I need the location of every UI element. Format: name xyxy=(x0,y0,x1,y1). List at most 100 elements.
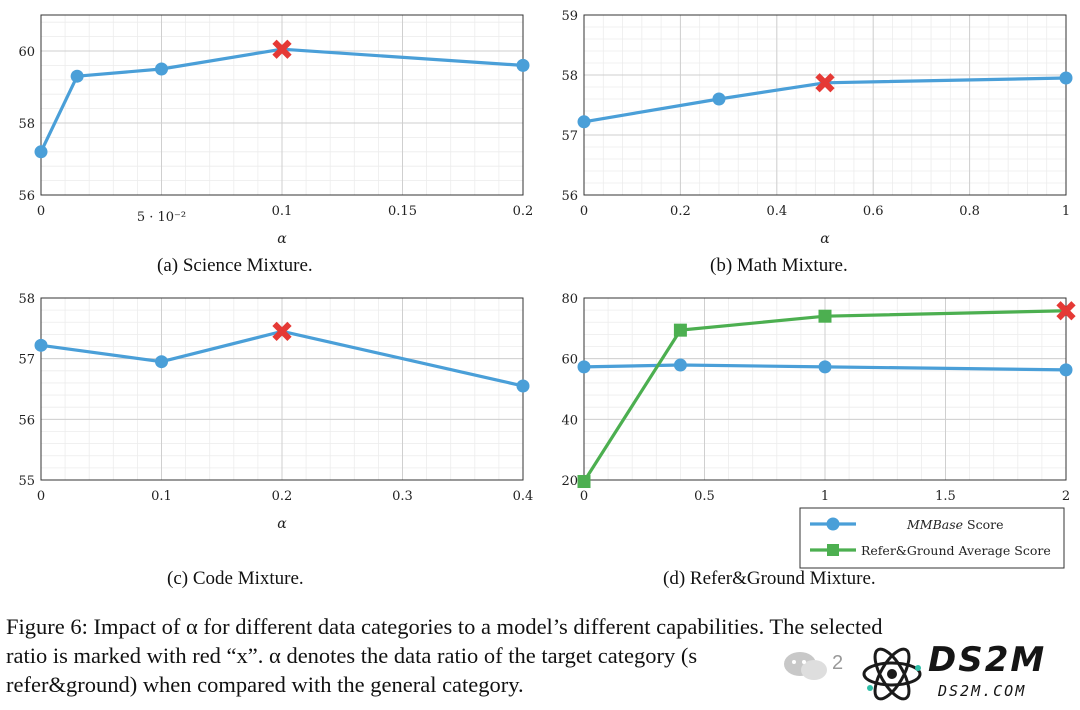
x-axis-label-b: α xyxy=(820,231,830,247)
x-axis-label-a: α xyxy=(277,231,287,247)
watermark-url: DS2M.COM xyxy=(938,682,1027,700)
watermark-brand: DS2M xyxy=(928,640,1047,680)
x-tick-label-a-2: 0.1 xyxy=(272,204,293,219)
y-tick-label-c-3: 58 xyxy=(18,292,35,307)
grid-b xyxy=(583,14,1067,196)
y-tick-label-b-0: 56 xyxy=(561,189,578,204)
data-point-a-0-1 xyxy=(70,69,84,83)
chat-bubble-icon xyxy=(784,652,827,680)
data-point-d-0-1 xyxy=(673,358,687,372)
legend-d: MMBase Score Refer&Ground Average Score xyxy=(799,507,1065,569)
selected-x-marker-a xyxy=(272,39,292,59)
selected-x-marker-d xyxy=(1056,301,1076,321)
x-tick-label-b-3: 0.6 xyxy=(863,204,884,219)
x-tick-label-b-2: 0.4 xyxy=(766,204,787,219)
caption-code: (c) Code Mixture. xyxy=(167,568,304,589)
data-point-a-0-0 xyxy=(34,145,48,159)
data-point-d-1-0 xyxy=(577,475,591,489)
caption-math: (b) Math Mixture. xyxy=(710,255,848,276)
y-tick-label-d-2: 60 xyxy=(561,353,578,368)
series-d-1 xyxy=(577,309,1067,489)
series-line-d-1 xyxy=(582,309,1067,483)
legend-box xyxy=(799,507,1065,569)
x-tick-label-d-4: 2 xyxy=(1062,489,1070,504)
grid-c xyxy=(40,297,524,481)
x-tick-label-b-1: 0.2 xyxy=(670,204,691,219)
series-b-0 xyxy=(577,71,1073,129)
figure-caption-line-1: Figure 6: Impact of α for different data… xyxy=(6,614,883,639)
caption-refer-ground: (d) Refer&Ground Mixture. xyxy=(663,568,876,589)
plot-frame-d xyxy=(583,297,1067,481)
y-tick-label-a-2: 60 xyxy=(18,45,35,60)
data-point-c-0-0 xyxy=(34,338,48,352)
x-tick-label-c-0: 0 xyxy=(37,489,45,504)
series-c-0 xyxy=(34,329,530,393)
figure-caption: Figure 6: Impact of α for different data… xyxy=(6,612,1071,699)
selected-x-marker-b xyxy=(815,73,835,93)
x-tick-label-b-5: 1 xyxy=(1062,204,1070,219)
y-tick-label-d-0: 20 xyxy=(561,474,578,489)
x-tick-label-b-0: 0 xyxy=(580,204,588,219)
chart-b: 0 0.2 0.4 0.6 0.8 1 56 57 58 59 α xyxy=(561,9,1073,247)
atom-logo-icon xyxy=(862,647,922,701)
figure-caption-line-3: refer&ground) when compared with the gen… xyxy=(6,672,524,697)
data-point-c-0-1 xyxy=(155,355,168,369)
series-line-c-0 xyxy=(40,329,524,388)
y-tick-label-c-2: 57 xyxy=(18,353,35,368)
grid-a xyxy=(40,15,524,196)
x-tick-label-d-1: 0.5 xyxy=(694,489,715,504)
data-point-b-0-3 xyxy=(1059,71,1073,85)
figure-charts: 0 5 · 10⁻² 0.1 0.15 0.2 56 58 60 α 0 0.2 0.4 0.6 0.8 1… xyxy=(18,9,1076,569)
y-tick-label-b-1: 57 xyxy=(561,129,578,144)
series-d-0 xyxy=(577,358,1073,377)
chart-d: 0 0.5 1 1.5 2 20 40 60 80 MMBase Score Refer&Groun… xyxy=(561,292,1076,569)
x-tick-label-d-2: 1 xyxy=(821,489,829,504)
data-point-b-0-1 xyxy=(712,92,726,106)
series-a-0 xyxy=(34,47,530,159)
y-tick-label-a-1: 58 xyxy=(18,117,35,132)
selected-x-marker-c xyxy=(272,321,292,341)
y-tick-label-c-0: 55 xyxy=(18,474,35,489)
legend-label-0: MMBase Score xyxy=(906,517,1004,532)
plot-frame-b xyxy=(583,14,1067,196)
grid-d xyxy=(583,297,1067,481)
data-point-c-0-3 xyxy=(516,379,530,393)
data-point-d-1-2 xyxy=(818,309,832,323)
data-point-d-0-3 xyxy=(1059,363,1073,377)
data-point-d-0-0 xyxy=(577,360,591,374)
series-line-d-0 xyxy=(583,363,1067,372)
y-tick-label-c-1: 56 xyxy=(18,413,35,428)
y-tick-label-a-0: 56 xyxy=(18,189,35,204)
watermark-fragment: 2 xyxy=(832,652,844,674)
x-tick-label-c-1: 0.1 xyxy=(151,489,172,504)
y-tick-label-d-3: 80 xyxy=(561,292,578,307)
data-point-a-0-4 xyxy=(516,58,530,72)
x-tick-label-d-0: 0 xyxy=(580,489,588,504)
y-tick-label-b-3: 59 xyxy=(561,9,578,24)
chart-a: 0 5 · 10⁻² 0.1 0.15 0.2 56 58 60 α xyxy=(18,14,534,247)
x-tick-label-a-1: 5 · 10⁻² xyxy=(137,210,186,225)
plot-frame-a xyxy=(40,14,524,196)
watermark: 2 DS2M DS2M.COM xyxy=(780,640,1080,710)
x-tick-label-a-3: 0.15 xyxy=(388,204,417,219)
data-point-b-0-0 xyxy=(577,115,591,129)
data-point-a-0-2 xyxy=(155,62,168,76)
y-tick-label-b-2: 58 xyxy=(561,69,578,84)
caption-science: (a) Science Mixture. xyxy=(157,255,313,276)
legend-label-1: Refer&Ground Average Score xyxy=(861,543,1051,558)
legend-marker-0 xyxy=(826,517,840,531)
x-tick-label-c-4: 0.4 xyxy=(513,489,534,504)
chart-c: 0 0.1 0.2 0.3 0.4 55 56 57 58 α xyxy=(18,292,533,532)
x-tick-label-a-0: 0 xyxy=(37,204,45,219)
data-point-d-1-1 xyxy=(673,323,687,337)
x-tick-label-d-3: 1.5 xyxy=(935,489,956,504)
figure-caption-line-2: ratio is marked with red “x”. α denotes … xyxy=(6,643,698,668)
series-line-b-0 xyxy=(583,76,1067,124)
x-tick-label-c-3: 0.3 xyxy=(392,489,413,504)
x-tick-label-a-4: 0.2 xyxy=(513,204,534,219)
x-axis-label-c: α xyxy=(277,516,287,532)
legend-marker-1 xyxy=(827,544,839,556)
y-tick-label-d-1: 40 xyxy=(561,413,578,428)
x-tick-label-b-4: 0.8 xyxy=(959,204,980,219)
data-point-d-0-2 xyxy=(818,360,832,374)
